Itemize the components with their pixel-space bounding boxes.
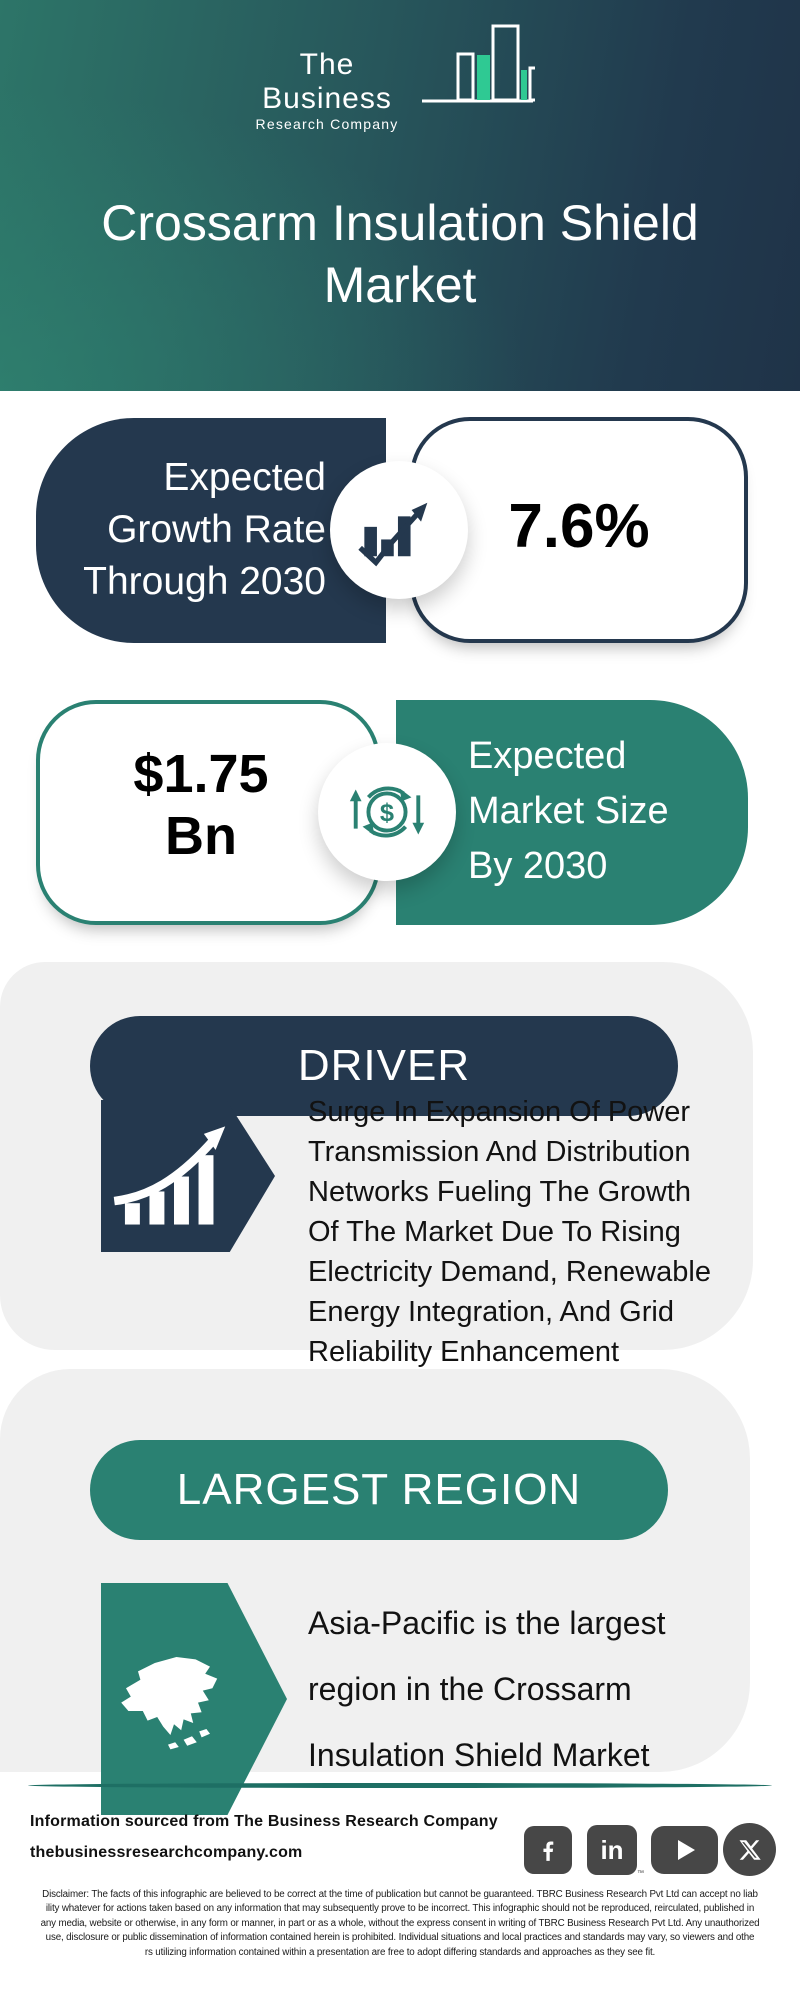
largest-region-body-text: Asia-Pacific is the largest region in th…: [308, 1605, 666, 1773]
facebook-icon[interactable]: [524, 1826, 572, 1874]
currency-cycle-icon: $: [318, 743, 456, 881]
footer-divider: [28, 1783, 772, 1788]
largest-region-heading-pill: LARGEST REGION: [90, 1440, 668, 1540]
logo-line2: Research Company: [255, 116, 399, 132]
growth-trend-icon: [330, 461, 468, 599]
linkedin-trademark: ™: [637, 1870, 644, 1877]
source-attribution: Information sourced from The Business Re…: [30, 1813, 498, 1861]
market-size-label: Expected Market Size By 2030: [468, 735, 669, 887]
growth-rate-label: Expected Growth Rate Through 2030: [83, 456, 326, 603]
market-size-value: $1.75 Bn: [133, 744, 269, 866]
page-title: Crossarm Insulation Shield Market: [101, 195, 699, 313]
x-twitter-icon[interactable]: [723, 1823, 776, 1876]
largest-region-heading: LARGEST REGION: [176, 1465, 582, 1514]
growth-rate-label-pill: [36, 418, 386, 643]
driver-body-text: Surge In Expansion Of Power Transmission…: [308, 1096, 711, 1368]
driver-heading-pill: DRIVER: [90, 1016, 678, 1116]
logo-bar-chart-icon: [420, 22, 550, 107]
youtube-icon[interactable]: [651, 1826, 718, 1874]
header-banner: The Business Research Company Crossarm I…: [0, 0, 800, 391]
linkedin-glyph: in: [600, 1834, 624, 1865]
growth-rate-value: 7.6%: [508, 492, 650, 561]
svg-text:$: $: [380, 799, 394, 827]
driver-heading: DRIVER: [297, 1041, 471, 1090]
company-logo-text: The Business Research Company: [232, 48, 422, 132]
logo-line1: The Business: [262, 48, 392, 115]
linkedin-icon[interactable]: in ™: [587, 1825, 644, 1877]
disclaimer-text: Disclaimer: The facts of this infographi…: [40, 1889, 760, 1958]
youtube-play-glyph: [678, 1840, 695, 1860]
